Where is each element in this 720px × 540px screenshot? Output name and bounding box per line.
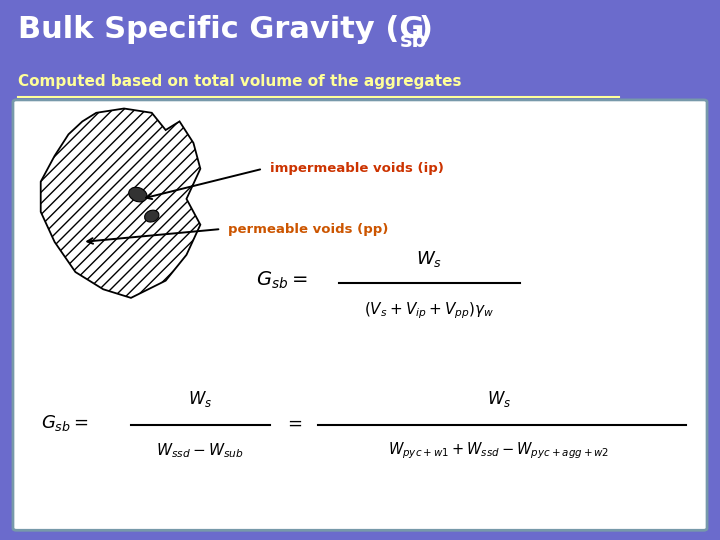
Text: $W_s$: $W_s$	[416, 249, 443, 269]
Text: ): )	[419, 16, 433, 44]
Text: permeable voids (pp): permeable voids (pp)	[228, 222, 389, 235]
Text: Computed based on total volume of the aggregates: Computed based on total volume of the ag…	[18, 75, 462, 90]
Text: $=$: $=$	[284, 414, 302, 431]
Text: $W_s$: $W_s$	[188, 389, 212, 409]
Text: $W_{ssd}-W_{sub}$: $W_{ssd}-W_{sub}$	[156, 441, 244, 460]
Text: $W_s$: $W_s$	[487, 389, 511, 409]
Text: impermeable voids (ip): impermeable voids (ip)	[270, 162, 444, 176]
Ellipse shape	[145, 210, 159, 222]
Ellipse shape	[129, 187, 147, 202]
Polygon shape	[41, 109, 200, 298]
Text: $(V_s+V_{ip}+V_{pp})\gamma_w$: $(V_s+V_{ip}+V_{pp})\gamma_w$	[364, 300, 495, 321]
Text: $G_{sb}=$: $G_{sb}=$	[41, 413, 89, 433]
Text: $W_{pyc+w1}+W_{ssd}-W_{pyc+agg+w2}$: $W_{pyc+w1}+W_{ssd}-W_{pyc+agg+w2}$	[388, 440, 610, 461]
FancyBboxPatch shape	[13, 100, 707, 530]
Text: Bulk Specific Gravity (G: Bulk Specific Gravity (G	[18, 16, 424, 44]
Text: sb: sb	[400, 31, 427, 51]
Text: $G_{sb}=$: $G_{sb}=$	[256, 270, 307, 291]
